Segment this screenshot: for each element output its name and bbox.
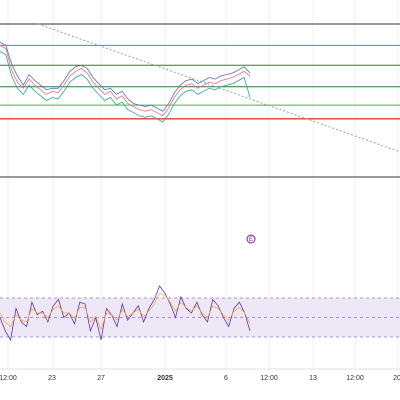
oscillator-series-line-2	[0, 292, 251, 331]
trendline-dashed[interactable]	[37, 23, 399, 152]
event-marker-label: E	[249, 237, 253, 243]
x-tick-label: 20	[393, 375, 400, 382]
x-tick-label: 2025	[157, 375, 173, 382]
x-tick-label: 27	[97, 375, 105, 382]
x-tick-label: 12:00	[346, 375, 364, 382]
price-series-line-1	[0, 45, 251, 117]
x-tick-label: 23	[48, 375, 56, 382]
oscillator-panel	[0, 285, 400, 342]
x-tick-label: 12:00	[0, 375, 17, 382]
event-marker[interactable]: E	[246, 234, 256, 244]
event-marker-layer[interactable]: E	[246, 234, 256, 244]
x-axis: 12:00 23 27 2025 6 12:00 13 12:00 20	[0, 368, 400, 382]
x-tick-label: 6	[224, 375, 228, 382]
event-marker-circle	[246, 234, 256, 244]
oscillator-series-line-1	[0, 285, 251, 342]
price-series-line-2	[0, 42, 251, 112]
price-panel	[0, 0, 400, 370]
x-tick-label: 12:00	[260, 375, 278, 382]
x-tick-label: 13	[309, 375, 317, 382]
price-series-line-3	[0, 51, 251, 123]
